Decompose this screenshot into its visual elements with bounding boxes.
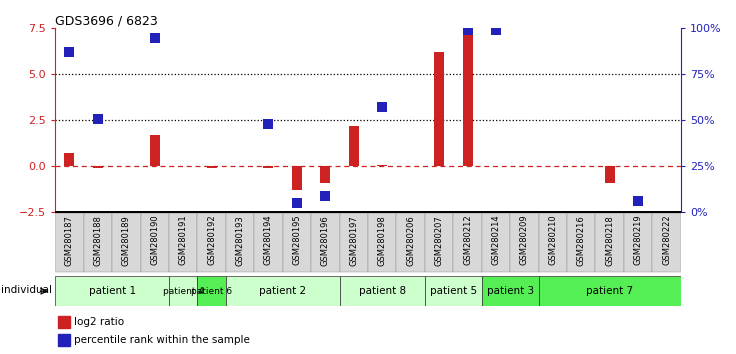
Bar: [434, 52, 444, 166]
Point: [319, 193, 331, 199]
Point: [291, 200, 302, 206]
Bar: [226, 276, 339, 306]
Text: GSM280193: GSM280193: [236, 215, 244, 266]
Text: GDS3696 / 6823: GDS3696 / 6823: [55, 14, 158, 27]
Bar: [149, 135, 160, 166]
Text: GSM280198: GSM280198: [378, 215, 386, 266]
Text: GSM280222: GSM280222: [662, 215, 671, 266]
Bar: [226, 213, 254, 272]
Point: [63, 50, 75, 55]
Bar: [283, 213, 311, 272]
Text: GSM280209: GSM280209: [520, 215, 529, 266]
Bar: [462, 30, 473, 166]
Point: [92, 116, 104, 121]
Bar: [539, 276, 681, 306]
Text: patient 5: patient 5: [430, 286, 477, 296]
Text: patient 2: patient 2: [259, 286, 306, 296]
Bar: [425, 213, 453, 272]
Text: GSM280192: GSM280192: [207, 215, 216, 266]
Text: GSM280187: GSM280187: [65, 215, 74, 266]
Bar: [368, 213, 397, 272]
Text: patient 7: patient 7: [586, 286, 633, 296]
Bar: [349, 126, 358, 166]
Point: [376, 105, 388, 110]
Text: patient 1: patient 1: [88, 286, 135, 296]
Text: GSM280197: GSM280197: [350, 215, 358, 266]
Bar: [311, 213, 339, 272]
Text: patient 8: patient 8: [358, 286, 406, 296]
Bar: [397, 213, 425, 272]
Bar: [93, 166, 103, 168]
Bar: [55, 276, 169, 306]
Text: GSM280188: GSM280188: [93, 215, 102, 266]
Bar: [169, 276, 197, 306]
Bar: [652, 213, 681, 272]
Text: patient 6: patient 6: [191, 287, 232, 296]
Bar: [141, 213, 169, 272]
Bar: [197, 213, 226, 272]
Point: [490, 27, 502, 33]
Bar: [254, 213, 283, 272]
Bar: [339, 213, 368, 272]
Bar: [567, 213, 595, 272]
Text: GSM280195: GSM280195: [292, 215, 302, 266]
Text: GSM280194: GSM280194: [264, 215, 273, 266]
Text: patient 3: patient 3: [486, 286, 534, 296]
Bar: [263, 166, 274, 168]
Bar: [339, 276, 425, 306]
Text: GSM280191: GSM280191: [179, 215, 188, 266]
Point: [149, 35, 160, 40]
Bar: [84, 213, 112, 272]
Text: GSM280189: GSM280189: [121, 215, 131, 266]
Text: patient 4: patient 4: [163, 287, 204, 296]
Text: individual: individual: [1, 285, 52, 295]
Bar: [320, 166, 330, 183]
Text: GSM280190: GSM280190: [150, 215, 159, 266]
Text: GSM280212: GSM280212: [463, 215, 472, 266]
Bar: [207, 166, 216, 168]
Bar: [65, 154, 74, 166]
Bar: [58, 334, 70, 346]
Text: GSM280219: GSM280219: [634, 215, 643, 266]
Text: GSM280210: GSM280210: [548, 215, 557, 266]
Bar: [482, 213, 510, 272]
Bar: [292, 166, 302, 190]
Bar: [453, 213, 482, 272]
Text: GSM280214: GSM280214: [492, 215, 500, 266]
Bar: [58, 316, 70, 328]
Bar: [112, 213, 141, 272]
Text: GSM280207: GSM280207: [434, 215, 444, 266]
Point: [632, 199, 644, 204]
Bar: [169, 213, 197, 272]
Bar: [378, 165, 387, 166]
Text: GSM280218: GSM280218: [605, 215, 615, 266]
Text: GSM280216: GSM280216: [577, 215, 586, 266]
Bar: [197, 276, 226, 306]
Point: [461, 27, 473, 33]
Text: GSM280206: GSM280206: [406, 215, 415, 266]
Bar: [55, 213, 84, 272]
Bar: [539, 213, 567, 272]
Text: percentile rank within the sample: percentile rank within the sample: [74, 335, 250, 345]
Bar: [510, 213, 539, 272]
Bar: [624, 213, 652, 272]
Bar: [605, 166, 615, 183]
Text: log2 ratio: log2 ratio: [74, 317, 124, 327]
Point: [263, 121, 275, 127]
Bar: [425, 276, 482, 306]
Bar: [595, 213, 624, 272]
Bar: [482, 276, 539, 306]
Text: GSM280196: GSM280196: [321, 215, 330, 266]
